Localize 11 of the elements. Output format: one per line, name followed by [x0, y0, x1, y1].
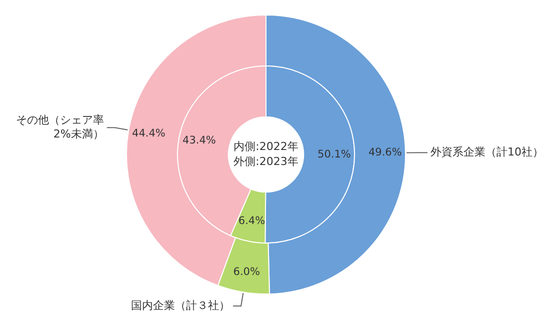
data-label: 44.4% — [132, 127, 166, 140]
data-label: 43.4% — [182, 134, 216, 146]
data-label: 49.6% — [368, 146, 402, 159]
slice-label: その他（シェア率2%未満） — [16, 113, 104, 140]
data-label: 50.1% — [318, 148, 351, 161]
text: 外側:2023年 — [234, 154, 298, 168]
text: 内側:2022年 — [234, 140, 298, 153]
data-label: 6.4% — [238, 214, 266, 227]
slice-label: 国内企業（計３社） — [131, 298, 230, 312]
slice-label: 外資系企業（計10社） — [430, 145, 544, 158]
data-label: 6.0% — [233, 266, 260, 278]
